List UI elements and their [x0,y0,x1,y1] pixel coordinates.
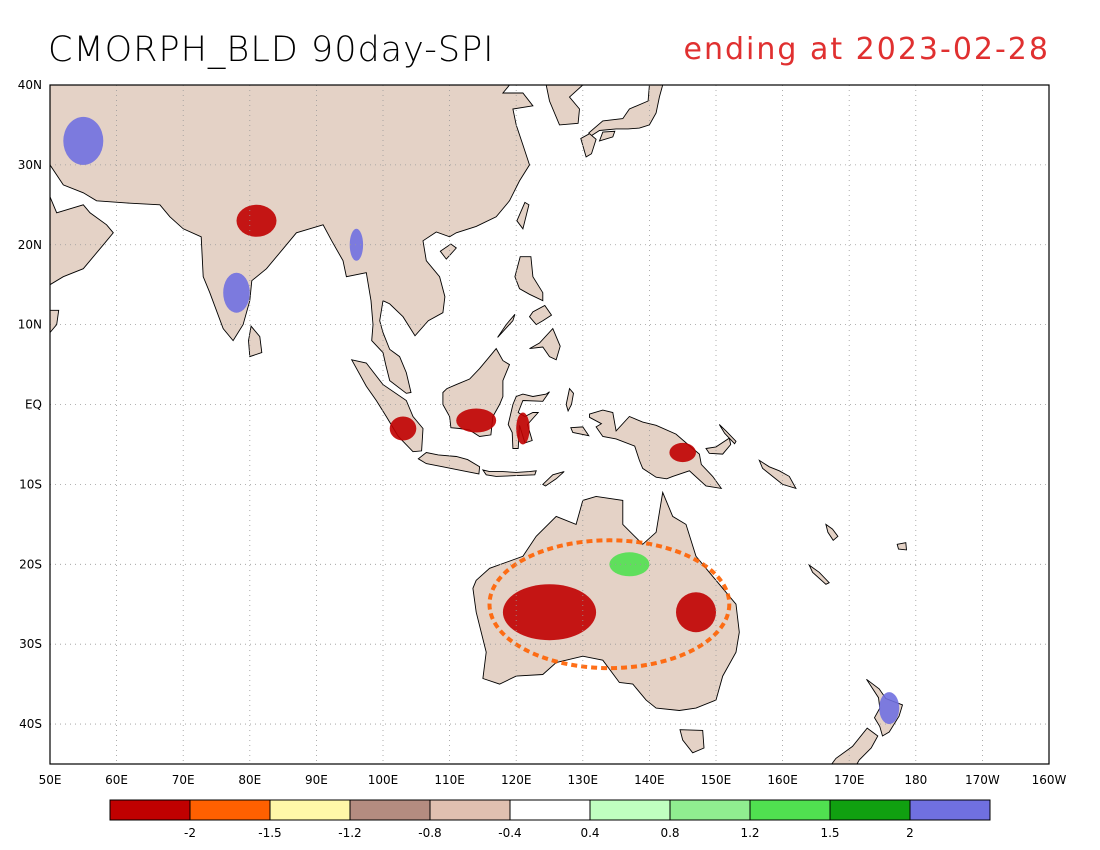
land-new-britain [705,437,732,455]
land-new-caledonia [808,563,830,585]
land-palawan [497,314,516,338]
land-nz-south [831,727,879,764]
lon-label: 170E [834,773,865,787]
map-title: CMORPH_BLD 90day-SPI [48,30,495,70]
land-tasmania [679,729,705,754]
lon-label: 100E [368,773,399,787]
lon-label: 90E [305,773,328,787]
colorbar-swatch [109,799,191,821]
colorbar-label: -0.4 [498,826,521,840]
land-luzon [514,256,544,302]
colorbar-swatch [509,799,591,821]
land-mindanao [529,327,561,361]
colorbar-label: -1.5 [258,826,281,840]
lat-label: 20S [19,557,42,571]
land-arabia [50,196,114,286]
anomaly-nt-wet [609,552,650,577]
colorbar-label: 0.4 [580,826,599,840]
land-solomons [758,459,797,490]
colorbar-label: 0.8 [660,826,679,840]
anomaly-arabia-wet [63,116,104,165]
colorbar [109,799,991,821]
lon-label: 60E [105,773,128,787]
land-japan-honshu [588,85,664,138]
lon-label: 170W [965,773,1000,787]
lon-label: 130E [568,773,599,787]
lat-label: 10S [19,477,42,491]
colorbar-swatch [349,799,431,821]
colorbar-swatch [189,799,271,821]
colorbar-labels: -2 -1.5 -1.2 -0.8 -0.4 0.4 0.8 1.2 1.5 2 [184,826,914,840]
colorbar-label: -1.2 [338,826,361,840]
land-taiwan [516,201,530,230]
anomaly-sulawesi [516,412,530,445]
lat-label: 20N [18,238,42,252]
land-hainan [439,243,457,260]
lat-label: 40S [19,717,42,731]
lat-label: 10N [18,318,42,332]
colorbar-swatch [669,799,751,821]
anomaly-india-wet [223,272,250,313]
anomaly-sumatra [389,416,417,441]
map-subtitle: ending at 2023-02-28 [683,32,1050,67]
graticule [50,85,1049,764]
lon-label: 180 [904,773,927,787]
lon-label: 80E [238,773,261,787]
colorbar-label: -0.8 [418,826,441,840]
land-new-guinea [589,409,723,490]
lat-label: 30S [19,637,42,651]
land-halmahera [565,387,574,413]
anomaly-burma-wet [349,228,364,261]
anomaly-png [669,442,696,463]
lon-label: 160E [767,773,798,787]
colorbar-swatch [749,799,831,821]
colorbar-swatch [269,799,351,821]
land-java [417,452,481,475]
land-japan-kyushu [580,133,597,158]
land-visayas [528,304,553,326]
colorbar-swatch [429,799,511,821]
colorbar-label: 1.5 [820,826,839,840]
land-timor [542,471,565,487]
lon-label: 160W [1032,773,1067,787]
lat-label: 30N [18,158,42,172]
colorbar-swatch [589,799,671,821]
anomaly-central-india [236,204,277,237]
anomaly-borneo [456,408,497,433]
land-korea [545,85,584,126]
land-africa-horn [50,309,60,334]
anomaly-east-australia [676,592,716,633]
anomaly-layer [63,116,900,725]
land-sri-lanka [248,325,263,358]
lon-label: 70E [172,773,195,787]
lat-label: 40N [18,78,42,92]
lon-label: 50E [39,773,62,787]
land-new-ireland [718,424,737,445]
colorbar-swatch [829,799,911,821]
map-frame [49,84,1050,765]
land-lesser-sunda [481,469,537,477]
lon-label: 150E [701,773,732,787]
land-fiji [896,542,908,551]
anomaly-australia-ring [487,538,732,671]
land-asia-mainland [50,85,534,394]
land-seram [570,426,590,437]
anomaly-central-australia [502,584,597,641]
latitude-labels: 40N 30N 20N 10N EQ 10S 20S 30S 40S [18,78,42,731]
lon-label: 120E [501,773,532,787]
land-australia [472,490,740,711]
lon-label: 140E [634,773,665,787]
colorbar-label: 2 [906,826,914,840]
colorbar-label: 1.2 [740,826,759,840]
land-japan-shikoku [598,130,616,142]
longitude-labels: 50E 60E 70E 80E 90E 100E 110E 120E 130E 140E 150E 1… [39,773,1067,787]
anomaly-nz-wet [879,692,900,725]
colorbar-label: -2 [184,826,196,840]
lon-label: 110E [434,773,465,787]
lat-label: EQ [25,398,42,412]
colorbar-swatch [909,799,991,821]
land-vanuatu [825,523,839,541]
